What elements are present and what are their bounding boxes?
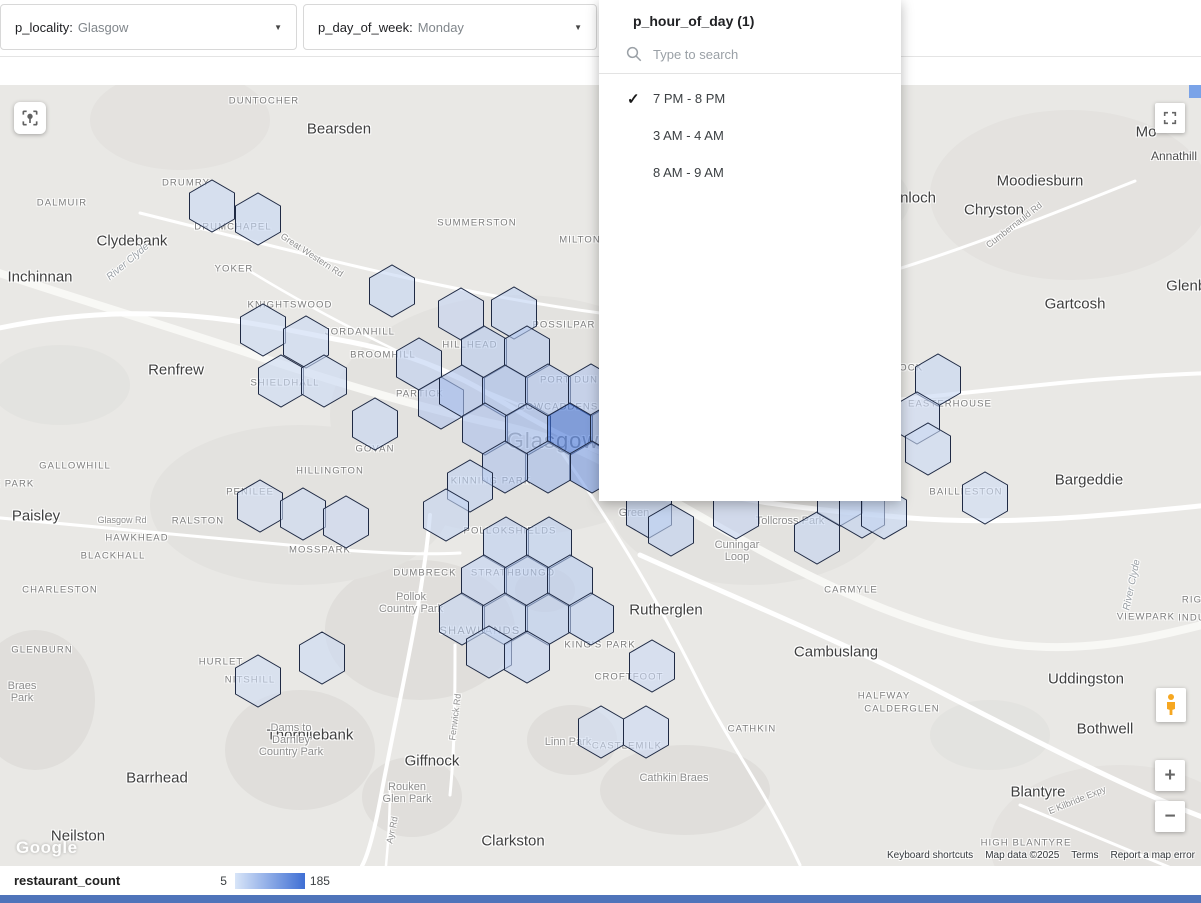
pan-control-button[interactable] [14,102,46,134]
google-logo: Google [16,838,78,857]
search-input[interactable] [653,46,853,62]
legend-max-value: 185 [309,873,330,888]
legend-gradient-bar [234,872,305,889]
chevron-down-icon: ▼ [274,22,282,32]
legend-min-value: 5 [220,873,227,888]
hexbin[interactable] [280,487,326,541]
hexbin[interactable] [905,422,951,476]
map-data-copyright: Map data ©2025 [985,850,1060,861]
hexbin[interactable] [283,315,329,369]
hour-option[interactable]: 8 AM - 9 AM [599,154,901,191]
hexbin[interactable] [237,479,283,533]
search-icon [626,46,642,62]
pan-pin-icon [22,110,38,126]
hexbin[interactable] [323,495,369,549]
hour-option-label: 7 PM - 8 PM [653,91,726,106]
checkmark-icon: ✓ [627,90,640,108]
hexbin[interactable] [962,471,1008,525]
hexbin[interactable] [369,264,415,318]
hexbin[interactable] [623,705,669,759]
hexbin[interactable] [240,303,286,357]
hour-option[interactable]: 3 AM - 4 AM [599,117,901,154]
hour-option[interactable]: ✓ 7 PM - 8 PM [599,80,901,117]
scrollbar-thumb[interactable] [1189,85,1201,98]
hexbin[interactable] [578,705,624,759]
hexbin[interactable] [648,503,694,557]
hexbin[interactable] [299,631,345,685]
panel-title: p_hour_of_day (1) [633,13,755,29]
hexbin[interactable] [491,286,537,340]
hexbin[interactable] [504,630,550,684]
fullscreen-button[interactable] [1155,103,1185,133]
zoom-in-button[interactable]: + [1155,760,1185,791]
keyboard-shortcuts-link[interactable]: Keyboard shortcuts [887,850,974,861]
terms-link[interactable]: Terms [1071,850,1099,861]
filter-label: p_locality: [15,19,73,35]
pegman-icon [1167,694,1175,715]
filter-locality[interactable]: p_locality: Glasgow ▼ [0,4,297,50]
search-row[interactable] [599,39,901,74]
pegman-button[interactable] [1156,688,1186,722]
hour-of-day-panel: p_hour_of_day (1) ✓ 7 PM - 8 PM 3 AM - 4 A… [599,0,901,501]
fullscreen-icon [1163,111,1177,125]
hour-option-label: 8 AM - 9 AM [653,165,724,180]
hexbin[interactable] [423,488,469,542]
hour-options-list: ✓ 7 PM - 8 PM 3 AM - 4 AM 8 AM - 9 AM [599,74,901,191]
legend-bar-container: restaurant_count 5 185 [0,866,1201,895]
filter-label: p_day_of_week: [318,19,413,35]
hour-option-label: 3 AM - 4 AM [653,128,724,143]
chevron-down-icon: ▼ [574,22,582,32]
page-footer [0,895,1201,903]
hexbin[interactable] [352,397,398,451]
filter-value: Glasgow [77,19,129,35]
hexbin[interactable] [301,354,347,408]
filter-value: Monday [417,19,464,35]
hexbin[interactable] [629,639,675,693]
hexbin[interactable] [568,592,614,646]
report-map-error-link[interactable]: Report a map error [1110,850,1195,861]
hexbin[interactable] [235,192,281,246]
legend-field-label: restaurant_count [14,873,121,888]
hexbin[interactable] [235,654,281,708]
hexbin[interactable] [189,179,235,233]
filter-day-of-week[interactable]: p_day_of_week: Monday ▼ [303,4,597,50]
map-attribution: Keyboard shortcuts Map data ©2025 Terms … [887,850,1195,861]
zoom-out-button[interactable]: − [1155,801,1185,832]
